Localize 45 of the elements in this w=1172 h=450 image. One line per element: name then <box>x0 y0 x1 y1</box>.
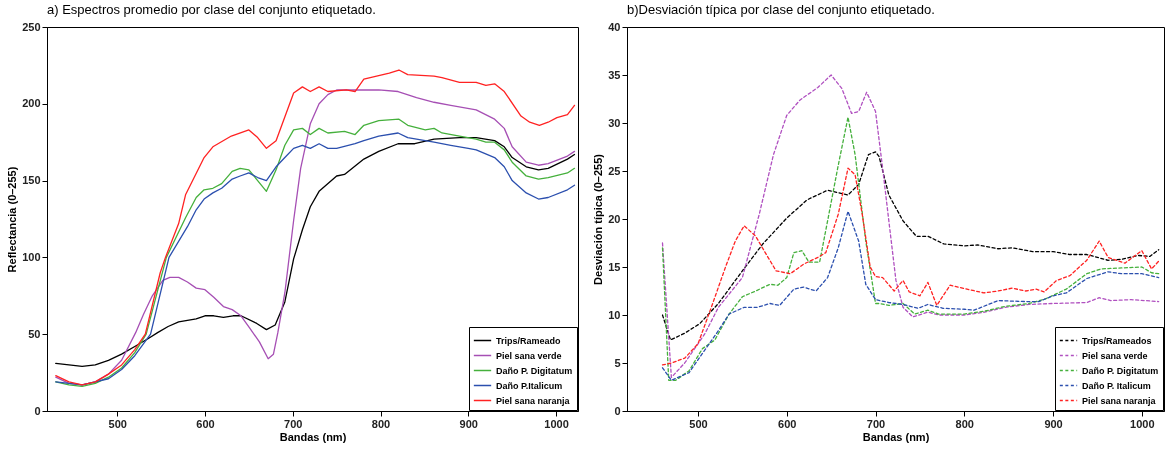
legend-label: Trips/Rameado <box>496 335 562 346</box>
legend-label: Daño P. Italicum <box>1082 380 1151 391</box>
x-tick-label: 800 <box>371 417 391 430</box>
chart-title: a) Espectros promedio por clase del conjunto etiquetado. <box>47 2 376 17</box>
y-tick-label: 50 <box>28 327 41 340</box>
legend-label: Piel sana verde <box>496 350 562 361</box>
legend-label: Daño P. Digitatum <box>1082 365 1159 376</box>
x-tick-label: 600 <box>196 417 215 430</box>
y-tick-label: 15 <box>608 260 621 273</box>
x-tick-label: 600 <box>778 417 797 430</box>
x-tick-label: 900 <box>1044 417 1063 430</box>
x-tick-label: 500 <box>108 417 127 430</box>
x-tick-label: 800 <box>955 417 974 430</box>
x-tick-label: 1000 <box>1130 417 1155 430</box>
y-tick-label: 5 <box>614 356 621 369</box>
chart-title: b)Desviación típica por clase del conjunto etiquetado. <box>627 2 935 17</box>
legend-label: Trips/Rameados <box>1082 335 1152 346</box>
legend-label: Piel sana naranja <box>1082 395 1157 406</box>
y-tick-label: 40 <box>608 20 621 33</box>
y-axis-title: Reflectancia (0–255) <box>6 166 19 273</box>
y-tick-label: 30 <box>608 116 621 129</box>
legend-label: Piel sana naranja <box>496 395 571 406</box>
y-tick-label: 150 <box>22 174 41 187</box>
legend-label: Piel sana verde <box>1082 350 1148 361</box>
x-tick-label: 1000 <box>544 417 569 430</box>
y-tick-label: 25 <box>608 164 621 177</box>
y-tick-label: 200 <box>22 97 41 110</box>
x-tick-label: 700 <box>284 417 303 430</box>
y-tick-label: 0 <box>34 404 41 417</box>
y-tick-label: 35 <box>608 68 621 81</box>
y-tick-label: 250 <box>22 20 41 33</box>
x-axis-title: Bandas (nm) <box>279 430 347 443</box>
y-tick-label: 10 <box>608 308 621 321</box>
x-axis-title: Bandas (nm) <box>862 430 930 443</box>
y-tick-label: 100 <box>22 250 41 263</box>
y-axis-title: Desviación típica (0–255) <box>592 153 605 285</box>
y-tick-label: 0 <box>614 404 621 417</box>
line-series <box>661 167 1160 366</box>
x-tick-label: 700 <box>866 417 886 430</box>
line-series <box>661 210 1160 381</box>
legend-label: Daño P.Italicum <box>496 380 563 391</box>
x-tick-label: 500 <box>689 417 708 430</box>
legend-label: Daño P. Digitatum <box>496 365 573 376</box>
y-tick-label: 20 <box>608 212 621 225</box>
x-tick-label: 900 <box>459 417 478 430</box>
